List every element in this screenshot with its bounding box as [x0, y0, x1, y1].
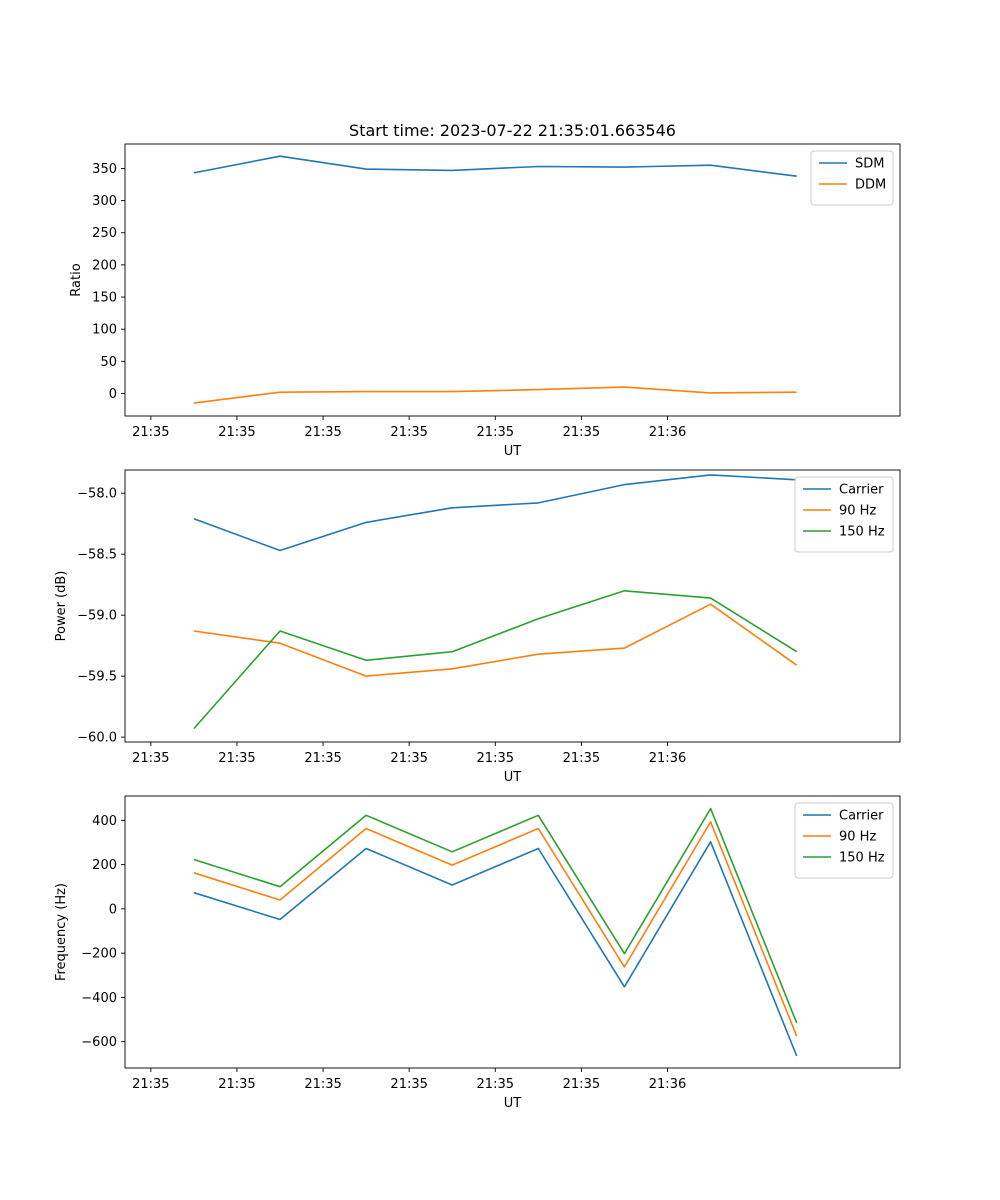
x-axis-label: UT: [504, 770, 522, 785]
y-tick-label: −58.0: [77, 487, 117, 502]
x-tick-label: 21:35: [132, 425, 169, 440]
chart-1: 21:35 21:35 21:35 21:35 21:35 21:35 21:36 0 50 10…: [69, 121, 901, 459]
series-line-90-hz: [193, 603, 798, 677]
x-tick-label: 21:35: [563, 425, 600, 440]
x-tick-label: 21:35: [132, 1077, 169, 1092]
chart-3: 21:35 21:35 21:35 21:35 21:35 21:35 21:36 −600 −…: [54, 795, 901, 1111]
y-tick-label: 0: [109, 387, 117, 402]
series-line-150-hz: [193, 807, 798, 1024]
x-tick-label: 21:35: [304, 425, 341, 440]
x-tick-label: 21:36: [649, 425, 686, 440]
x-tick-label: 21:35: [477, 1077, 514, 1092]
y-tick-label: −200: [81, 947, 117, 962]
legend: Carrier 90 Hz 150 Hz: [794, 476, 894, 553]
y-tick-label: 150: [92, 291, 117, 306]
y-axis-label: Frequency (Hz): [54, 883, 69, 981]
x-tick-label: 21:35: [304, 751, 341, 766]
series-line-sdm: [193, 155, 797, 177]
y-axis-label: Power (dB): [54, 571, 69, 642]
legend-box: [794, 802, 894, 879]
y-tick-label: 100: [92, 323, 117, 338]
legend-label: 90 Hz: [839, 830, 876, 845]
legend: Carrier 90 Hz 150 Hz: [794, 802, 894, 879]
y-tick-label: 300: [92, 194, 117, 209]
x-tick-label: 21:35: [477, 425, 514, 440]
y-tick-label: 200: [92, 858, 117, 873]
x-tick-label: 21:36: [649, 1077, 686, 1092]
axes-frame: [124, 469, 901, 743]
series-line-90-hz: [193, 821, 798, 1037]
y-tick-label: −600: [81, 1035, 117, 1050]
axes-frame: [124, 795, 901, 1069]
y-tick-label: 0: [109, 902, 117, 917]
legend-label: Carrier: [839, 483, 884, 498]
chart-2: 21:35 21:35 21:35 21:35 21:35 21:35 21:36 −60.0…: [54, 469, 901, 785]
x-tick-label: 21:35: [218, 751, 255, 766]
x-tick-label: 21:35: [563, 751, 600, 766]
series-line-carrier: [193, 474, 797, 552]
series-line-150-hz: [193, 589, 798, 730]
series-line-ddm: [193, 386, 797, 404]
legend-box: [794, 476, 894, 553]
x-tick-label: 21:35: [390, 751, 427, 766]
legend-box: [810, 150, 894, 206]
y-axis-label: Ratio: [69, 263, 84, 296]
chart-title: Start time: 2023-07-22 21:35:01.663546: [349, 121, 676, 140]
legend-label: 150 Hz: [839, 525, 885, 540]
y-tick-label: −58.5: [77, 548, 117, 563]
x-tick-label: 21:35: [390, 425, 427, 440]
x-tick-label: 21:35: [218, 425, 255, 440]
legend: SDM DDM: [810, 150, 894, 206]
y-tick-label: 350: [92, 162, 117, 177]
y-tick-label: 400: [92, 814, 117, 829]
x-tick-label: 21:35: [390, 1077, 427, 1092]
series-line-carrier: [193, 840, 798, 1057]
x-tick-label: 21:35: [304, 1077, 341, 1092]
y-tick-label: −59.0: [77, 609, 117, 624]
legend-label: Carrier: [839, 809, 884, 824]
x-tick-label: 21:35: [563, 1077, 600, 1092]
legend-label: 90 Hz: [839, 504, 876, 519]
legend-label: SDM: [855, 157, 884, 172]
y-tick-label: −59.5: [77, 670, 117, 685]
x-tick-label: 21:36: [649, 751, 686, 766]
y-tick-label: 200: [92, 258, 117, 273]
y-tick-label: −400: [81, 991, 117, 1006]
x-axis-label: UT: [504, 1096, 522, 1111]
x-tick-label: 21:35: [218, 1077, 255, 1092]
x-axis-label: UT: [504, 444, 522, 459]
legend-label: DDM: [855, 178, 886, 193]
x-tick-label: 21:35: [477, 751, 514, 766]
y-tick-label: 50: [100, 355, 117, 370]
axes-frame: [124, 143, 901, 417]
x-tick-label: 21:35: [132, 751, 169, 766]
y-tick-label: −60.0: [77, 731, 117, 746]
legend-label: 150 Hz: [839, 851, 885, 866]
y-tick-label: 250: [92, 226, 117, 241]
